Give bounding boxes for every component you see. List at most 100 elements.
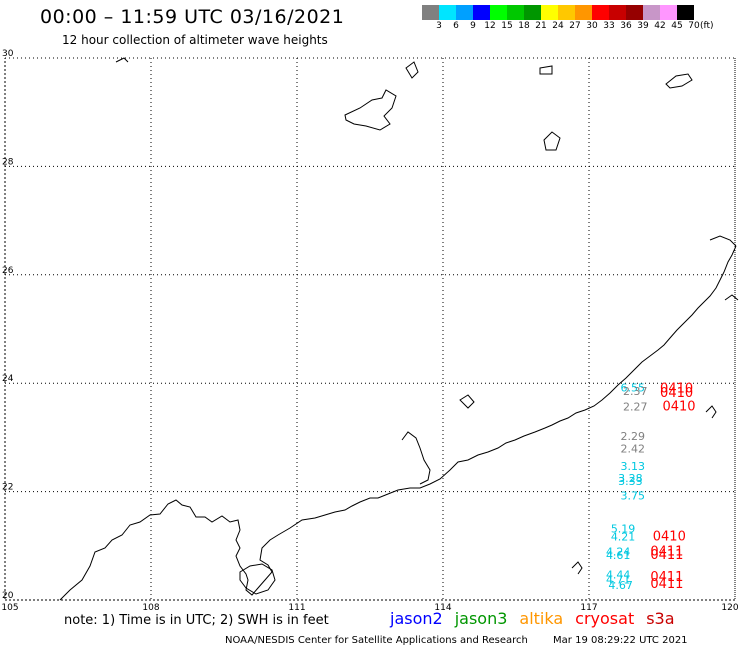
y-tick-label: 30 [2, 49, 14, 59]
color-swatch [558, 5, 575, 20]
x-tick-label: 117 [580, 603, 597, 613]
color-scale-label: 6 [453, 21, 459, 31]
satellite-legend-altika: altika [519, 609, 564, 628]
color-scale-label: 3 [436, 21, 442, 31]
x-tick-label: 114 [434, 603, 451, 613]
color-swatch [456, 5, 473, 20]
color-swatch [541, 5, 558, 20]
color-scale-label: 27 [569, 21, 581, 31]
satellite-legend: jason2 jason3 altika cryosat s3a [390, 609, 687, 628]
wave-height-label: 6.55 [621, 381, 646, 394]
wave-height-label: 3.33 [618, 475, 643, 488]
map-title: 00:00 – 11:59 UTC 03/16/2021 [40, 6, 345, 28]
color-scale-label: 15 [501, 21, 513, 31]
x-tick-label: 105 [1, 603, 18, 613]
wave-height-label: 0410 [653, 529, 686, 544]
color-scale-labels: 3 6 9 12 15 18 21 24 27 30 33 36 39 42 45 70 (ft) [422, 21, 740, 35]
wave-height-label: 0410 [660, 386, 693, 401]
legend-note: note: 1) Time is in UTC; 2) SWH is in fe… [64, 613, 329, 628]
color-swatch [643, 5, 660, 20]
color-scale-label: 24 [552, 21, 564, 31]
y-tick-label: 22 [2, 483, 13, 493]
wave-height-label: 4.24 [606, 546, 631, 559]
wave-height-label: 3.75 [621, 490, 646, 503]
color-scale-label: 30 [586, 21, 598, 31]
satellite-legend-jason3: jason3 [454, 609, 508, 628]
footer-timestamp: Mar 19 08:29:22 UTC 2021 [553, 635, 688, 646]
taiwan-coastline [705, 405, 717, 419]
wave-height-label: 0410 [660, 381, 693, 396]
east-coastline [709, 235, 739, 301]
wave-height-label: 4.61 [606, 549, 631, 562]
map-frame [4, 57, 736, 601]
wave-height-label: 2.27 [623, 400, 648, 413]
color-scale-label: 18 [518, 21, 530, 31]
mainland-coastline [59, 245, 737, 601]
wave-height-label: 4.71 [606, 574, 631, 587]
wave-height-label: 2.42 [621, 443, 646, 456]
color-scale-label: 70 [688, 21, 700, 31]
color-swatch [473, 5, 490, 20]
color-scale-label: 45 [671, 21, 683, 31]
color-scale-label: 33 [603, 21, 615, 31]
x-tick-label: 120 [721, 603, 738, 613]
lake-feature-2 [405, 61, 419, 79]
estuary-coastline [401, 431, 431, 485]
hainan-island [239, 563, 276, 595]
wave-height-label: 0410 [662, 399, 695, 414]
lake-feature-5 [665, 73, 693, 89]
map-grid [4, 57, 736, 601]
coastline [59, 57, 739, 601]
color-swatch [507, 5, 524, 20]
color-scale-bar [422, 5, 694, 20]
lake-feature-6 [115, 57, 129, 63]
y-tick-label: 20 [2, 591, 14, 601]
color-scale-label: 21 [535, 21, 547, 31]
color-scale-label: 42 [654, 21, 666, 31]
wave-height-label: 0411 [650, 577, 683, 592]
y-tick-label: 28 [2, 157, 14, 167]
wave-height-label: 4.44 [606, 568, 631, 581]
color-swatch [677, 5, 694, 20]
color-swatch [490, 5, 507, 20]
wave-height-label: 0411 [650, 545, 683, 560]
wave-height-label: 3.28 [618, 472, 643, 485]
color-swatch [626, 5, 643, 20]
x-tick-label: 108 [142, 603, 159, 613]
lake-feature-3 [539, 65, 553, 75]
wave-height-label: 2.29 [621, 430, 646, 443]
wave-height-label: 3.13 [621, 460, 646, 473]
color-scale-label: 9 [470, 21, 476, 31]
wave-height-label: 4.21 [611, 530, 636, 543]
wave-height-label: 0411 [650, 570, 683, 585]
lake-feature-1 [344, 89, 397, 131]
color-swatch [524, 5, 541, 20]
wave-height-label: 4.67 [608, 579, 633, 592]
penghu-islands [459, 394, 475, 409]
color-scale-label: 39 [637, 21, 649, 31]
south-island [571, 561, 583, 575]
color-scale-unit: (ft) [700, 21, 714, 31]
color-swatch [592, 5, 609, 20]
footer: NOAA/NESDIS Center for Satellite Applica… [225, 635, 688, 646]
wave-height-label: 5.19 [611, 522, 636, 535]
color-swatch [439, 5, 456, 20]
color-scale-label: 12 [484, 21, 496, 31]
y-tick-label: 24 [2, 374, 14, 384]
satellite-legend-jason2: jason2 [390, 609, 443, 628]
color-swatch [422, 5, 439, 20]
axis-tick-labels: 105 108 111 114 117 120 20 22 24 26 28 30 [1, 49, 738, 613]
wave-height-label: 0411 [650, 548, 683, 563]
wave-height-label: 2.37 [623, 385, 648, 398]
satellite-legend-cryosat: cryosat [575, 609, 635, 628]
color-scale-label: 36 [620, 21, 632, 31]
color-swatch [575, 5, 592, 20]
y-tick-label: 26 [2, 266, 14, 276]
lake-feature-4 [543, 131, 561, 151]
satellite-legend-s3a: s3a [646, 609, 675, 628]
color-swatch [660, 5, 677, 20]
map-subtitle: 12 hour collection of altimeter wave hei… [62, 33, 328, 47]
footer-org: NOAA/NESDIS Center for Satellite Applica… [225, 635, 528, 646]
